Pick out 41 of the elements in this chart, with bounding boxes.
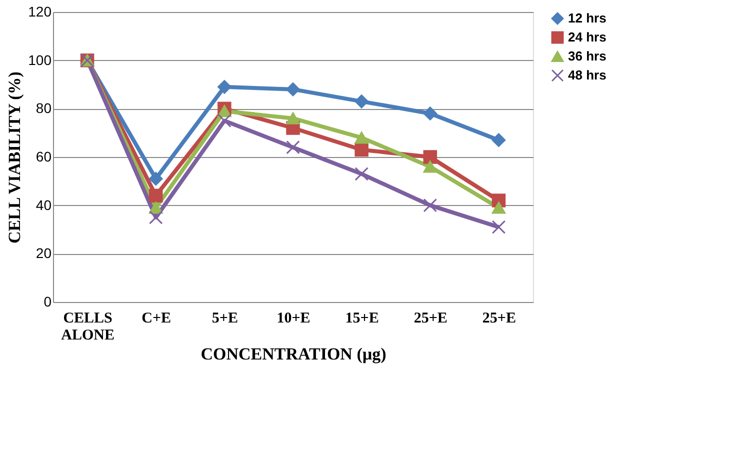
y-tick-label: 80: [36, 100, 52, 116]
y-tick-label: 60: [36, 148, 52, 164]
point: [286, 82, 300, 96]
point: [423, 150, 438, 164]
y-tick-label: 100: [28, 52, 52, 68]
legend-label: 48 hrs: [568, 68, 606, 82]
point: [218, 114, 232, 128]
point: [286, 112, 300, 124]
legend-label: 12 hrs: [568, 10, 606, 26]
y-tick-label: 0: [44, 294, 52, 310]
point: [423, 198, 438, 212]
point: [218, 80, 232, 94]
x-tick-label: 5+E: [212, 310, 238, 326]
point: [354, 132, 368, 144]
y-tick-label: 20: [36, 245, 52, 262]
x-tick-label: 25+E: [482, 310, 516, 326]
point: [492, 220, 506, 234]
legend-label: 36 hrs: [568, 48, 606, 64]
point: [423, 106, 438, 120]
point: [354, 94, 368, 108]
point: [148, 202, 163, 214]
point: [423, 160, 438, 173]
x-tick-label: CELLS ALONE: [61, 310, 114, 344]
y-axis-title: CELL VIABILITY (%): [5, 72, 24, 244]
point: [354, 142, 368, 157]
y-tick-label: 40: [36, 196, 52, 213]
y-tick-label: 120: [28, 4, 52, 20]
point: [148, 210, 163, 224]
point: [148, 172, 163, 186]
x-tick-label: 25+E: [414, 310, 448, 326]
point: [354, 167, 368, 181]
legend-label: 24 hrs: [568, 30, 606, 44]
point: [148, 188, 163, 203]
x-axis-title: CONCENTRATION (µg): [200, 344, 386, 364]
x-tick-label: 10+E: [276, 310, 310, 326]
x-tick-label: 15+E: [345, 310, 379, 326]
point: [492, 133, 506, 147]
point: [218, 105, 232, 118]
point: [492, 202, 506, 214]
point: [286, 140, 300, 154]
x-tick-label: C+E: [142, 310, 172, 326]
